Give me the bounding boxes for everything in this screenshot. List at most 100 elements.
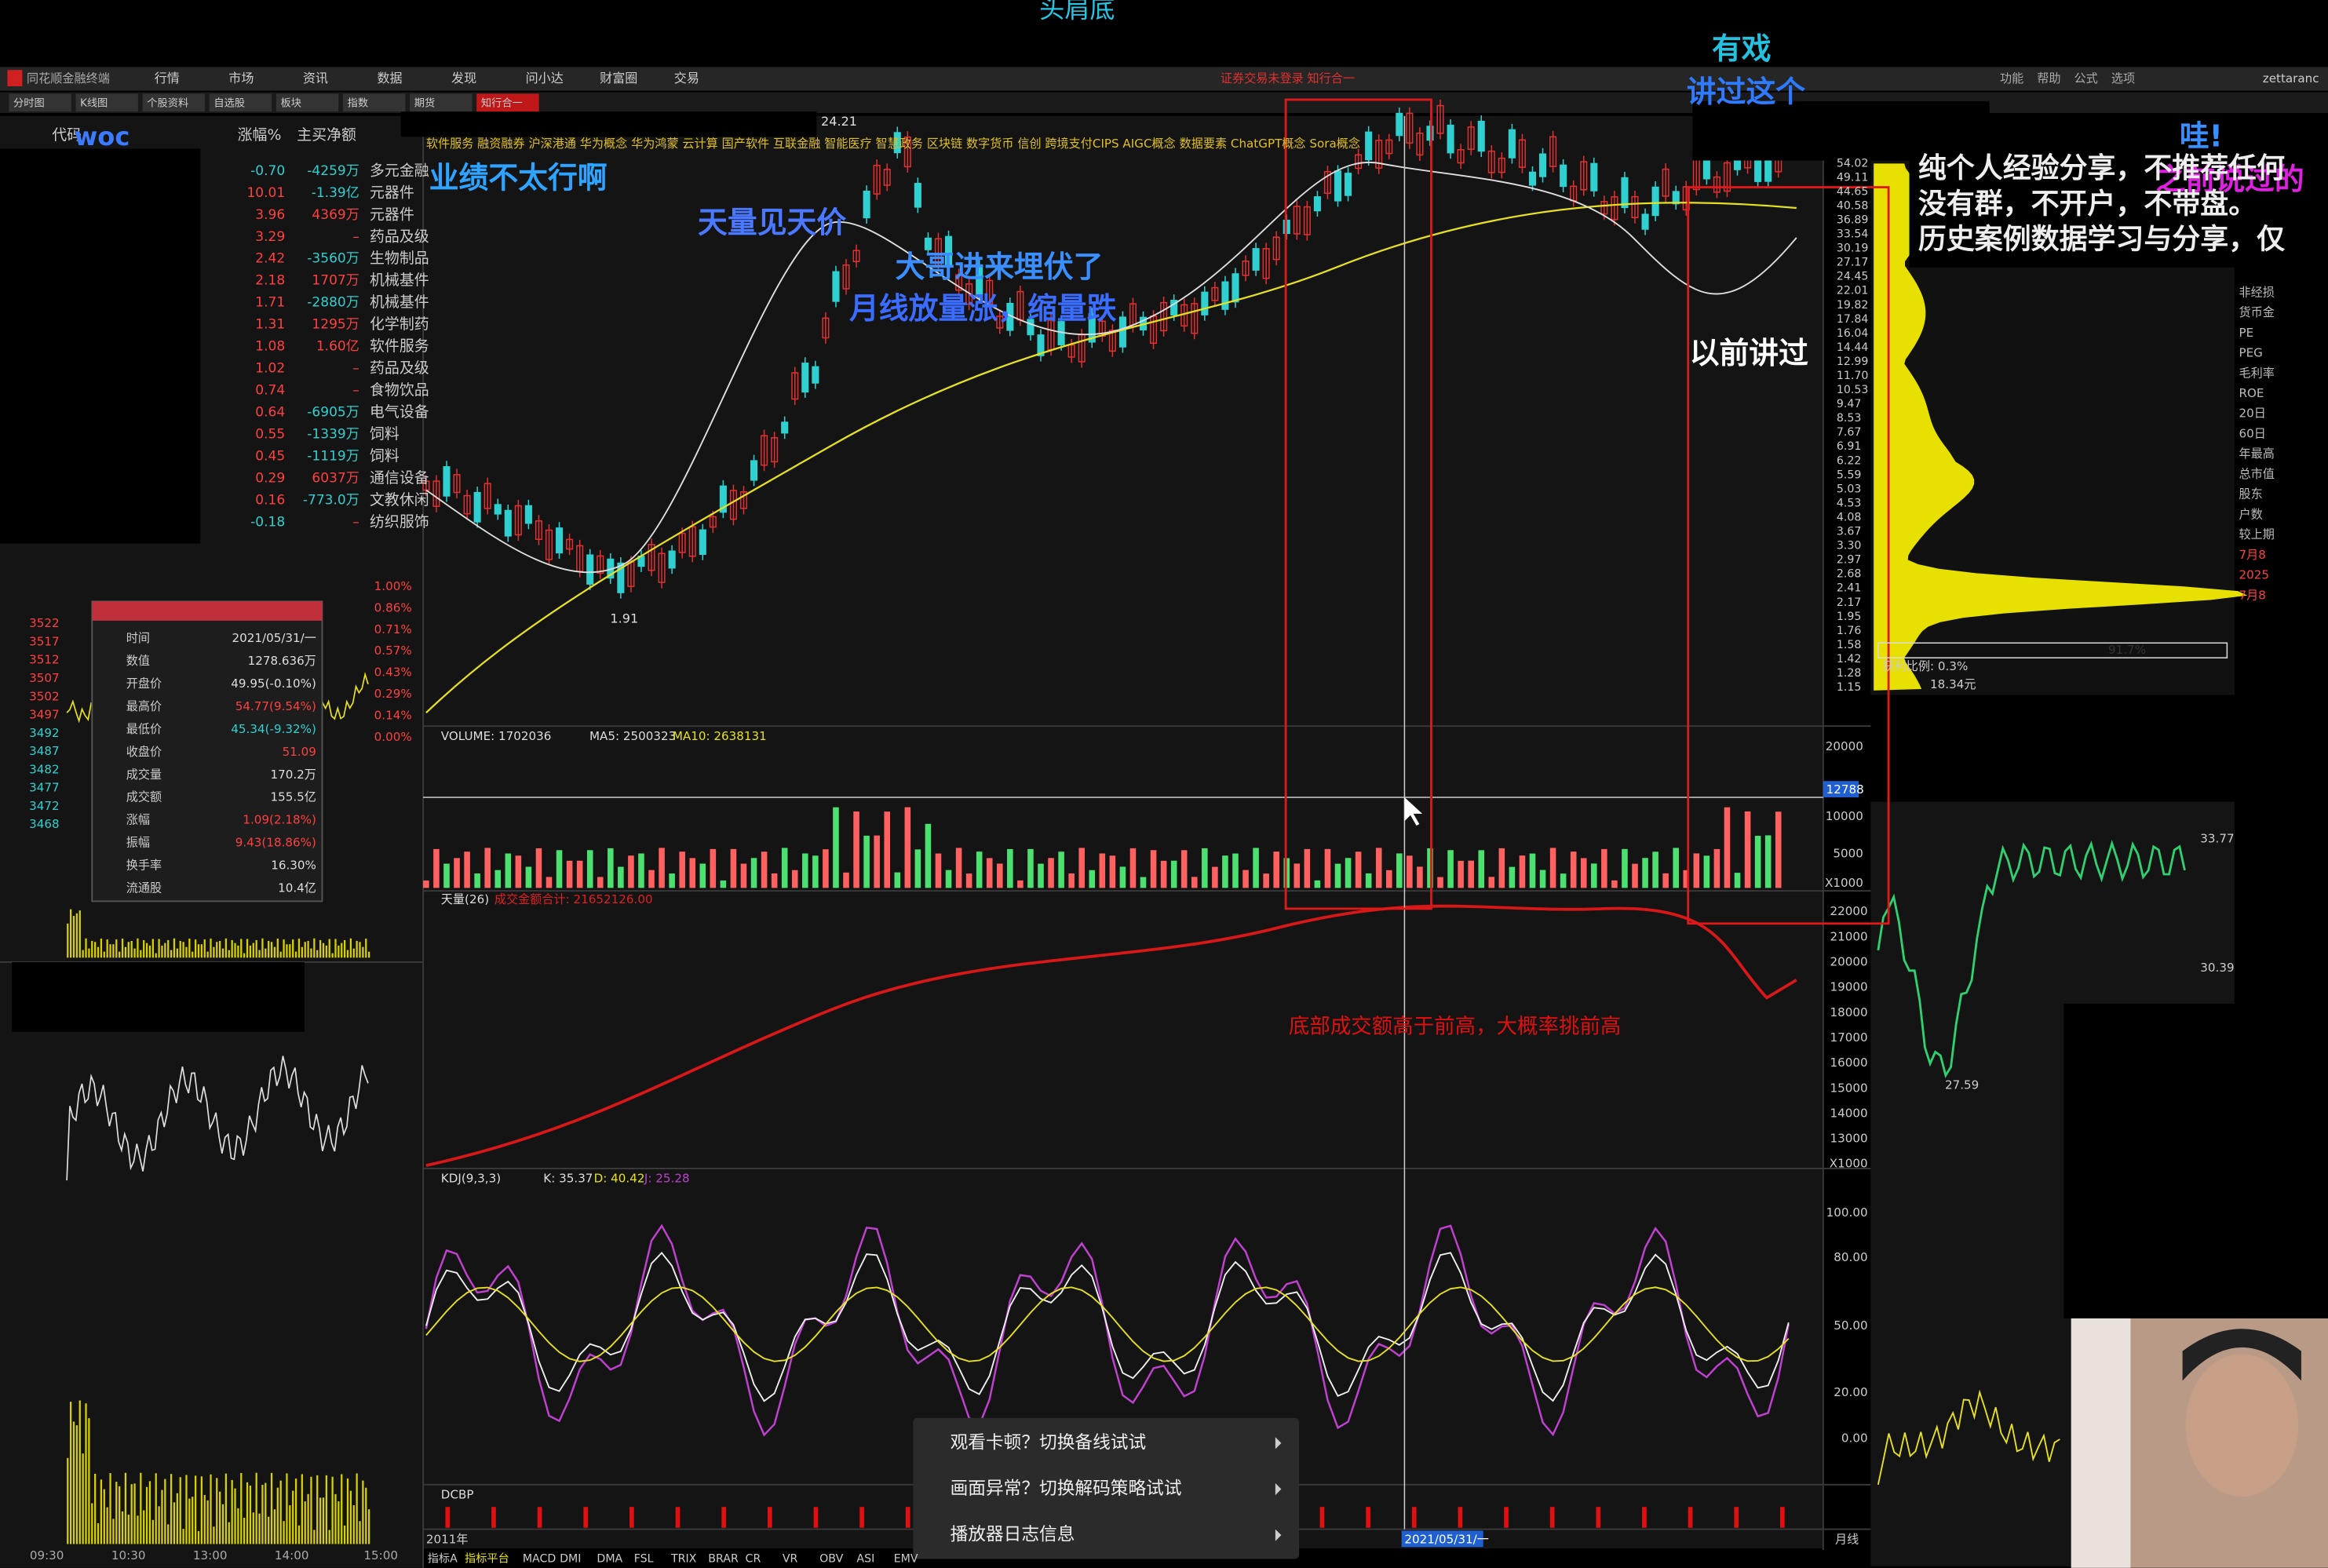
intraday-volume xyxy=(210,1474,212,1544)
annotation: woc xyxy=(75,122,130,151)
intraday-price: 3522 xyxy=(29,616,60,630)
stock-sector: 软件服务 xyxy=(370,337,429,355)
candle-body xyxy=(1088,313,1096,343)
intraday-volume xyxy=(292,1490,294,1544)
volume-bar xyxy=(608,848,614,888)
volume-bar xyxy=(965,873,972,888)
volume-bar xyxy=(1242,870,1249,888)
side-text: 没有群，不开户，不带盘。 xyxy=(1918,187,2257,220)
volume-bar xyxy=(699,863,706,888)
menu-item: 交易 xyxy=(674,71,699,86)
price-tick: 7.67 xyxy=(1837,426,1862,439)
bottom-tab: BRAR xyxy=(708,1552,739,1565)
intraday-volume xyxy=(197,944,200,958)
volume-bar xyxy=(576,860,583,888)
intraday-volume xyxy=(243,953,246,958)
dcbp-mark xyxy=(859,1507,864,1528)
price-tick: 8.53 xyxy=(1837,412,1862,425)
candle-body xyxy=(504,509,512,537)
bottom-tab: MACD xyxy=(523,1552,556,1565)
intraday-volume xyxy=(346,1478,349,1544)
volume-bar xyxy=(1539,870,1546,888)
stock-change: 1.31 xyxy=(255,317,285,333)
kdj-tick: 80.00 xyxy=(1834,1250,1867,1264)
volume-bar xyxy=(1222,855,1228,888)
menu-item: 数据 xyxy=(377,71,402,86)
panel-label: VOLUME: 1702036 xyxy=(441,729,552,743)
candle-body xyxy=(1293,206,1301,235)
intraday-volume xyxy=(192,1497,194,1544)
candle-body xyxy=(1508,129,1516,159)
tab-label: 知行合一 xyxy=(481,97,523,110)
candle-body xyxy=(1232,273,1239,303)
volume-bar xyxy=(1519,855,1526,888)
volume-bar xyxy=(1119,866,1126,888)
tab[interactable] xyxy=(410,93,473,112)
price-tick: 19.82 xyxy=(1837,299,1869,312)
intraday-time: 14:00 xyxy=(275,1548,309,1563)
intraday-volume xyxy=(97,1523,100,1544)
stock-flow: 1707万 xyxy=(312,273,359,289)
tab[interactable] xyxy=(209,93,272,112)
intraday-volume xyxy=(140,950,142,958)
candle-body xyxy=(729,490,737,520)
info-value: 2021/05/31/一 xyxy=(232,631,316,645)
intraday-volume xyxy=(268,940,270,958)
intraday-volume xyxy=(331,1476,334,1544)
intraday-volume xyxy=(109,944,111,958)
volume-bar xyxy=(1713,848,1720,888)
volume-bar xyxy=(1468,860,1474,888)
tab[interactable] xyxy=(9,93,71,112)
stock-sector: 饲料 xyxy=(370,425,400,443)
dcbp-mark xyxy=(1780,1507,1785,1528)
dcbp-mark xyxy=(629,1507,634,1528)
context-item[interactable]: 画面异常？切换解码策略试试 xyxy=(951,1479,1182,1499)
redaction xyxy=(400,111,817,137)
volume-bar xyxy=(1652,851,1658,888)
stock-flow: -1.39亿 xyxy=(312,185,359,201)
annotation: 大哥进来埋伏了 xyxy=(896,250,1104,284)
fundamental-label: 20日 xyxy=(2239,407,2266,421)
context-item[interactable]: 播放器日志信息 xyxy=(951,1525,1075,1545)
chip-box xyxy=(1877,642,2228,658)
intraday-volume xyxy=(365,1487,367,1544)
intraday-volume xyxy=(356,940,358,958)
menu-item: 财富圈 xyxy=(600,71,637,86)
volume-bar xyxy=(1529,853,1536,888)
tab[interactable] xyxy=(275,93,339,112)
volume-bar xyxy=(1089,870,1096,888)
tab[interactable] xyxy=(476,93,539,112)
volume-bar xyxy=(1580,858,1587,888)
candle-body xyxy=(750,460,758,481)
intraday-volume xyxy=(261,938,264,958)
intraday-volume xyxy=(310,948,312,958)
tab[interactable] xyxy=(75,93,138,112)
stock-change: 1.08 xyxy=(255,339,285,355)
volume-bar xyxy=(1160,860,1167,888)
stock-flow: -6905万 xyxy=(307,405,359,421)
intraday-volume xyxy=(252,1512,254,1544)
volume-bar xyxy=(1365,873,1372,888)
price-tick: 36.89 xyxy=(1837,214,1869,227)
intraday-volume xyxy=(72,1421,75,1544)
price-tick: 5.03 xyxy=(1837,483,1862,495)
context-item[interactable]: 观看卡顿？切换备线试试 xyxy=(951,1432,1147,1453)
fundamental-label: 7月8 xyxy=(2239,548,2266,562)
dcbp-mark xyxy=(1642,1507,1647,1528)
intraday-volume xyxy=(140,1472,142,1544)
candle-body xyxy=(1160,301,1168,332)
price-tick: 6.91 xyxy=(1837,440,1862,453)
candle-body xyxy=(586,554,594,585)
stock-header: 代码 xyxy=(52,126,82,144)
volume-bar xyxy=(1324,848,1331,888)
stock-flow: -1119万 xyxy=(307,449,359,465)
context-menu[interactable] xyxy=(913,1417,1300,1559)
volume-bar xyxy=(914,849,921,888)
tab[interactable] xyxy=(142,93,206,112)
info-label: 涨幅 xyxy=(126,813,150,827)
tab[interactable] xyxy=(342,93,406,112)
candle-body xyxy=(1672,191,1680,205)
intraday-volume xyxy=(246,939,249,958)
volume-bar xyxy=(1478,850,1485,888)
candle-body xyxy=(1313,196,1321,212)
